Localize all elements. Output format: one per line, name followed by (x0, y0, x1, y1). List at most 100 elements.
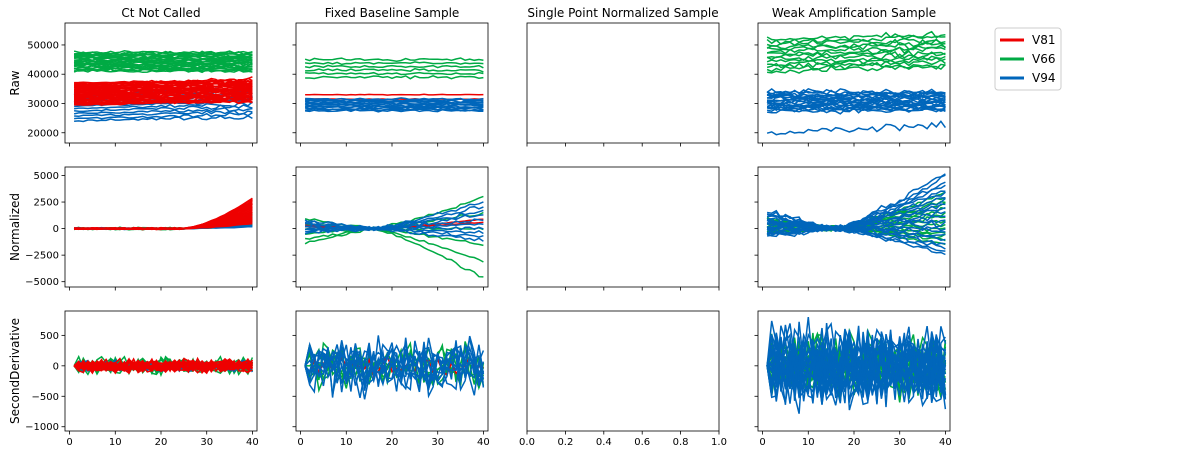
series-line-v81 (74, 96, 253, 104)
y-tick-label: 0 (53, 361, 59, 372)
series-line-v66 (766, 37, 946, 47)
series-line-v94 (766, 331, 946, 400)
x-tick-label: 30 (431, 437, 444, 448)
series-line-v66 (304, 57, 484, 63)
x-tick-label: 40 (246, 437, 259, 448)
y-tick-label: 5000 (34, 171, 59, 182)
legend-label-v94: V94 (1032, 71, 1055, 85)
series-line-v81 (73, 358, 254, 375)
x-tick-label: 0.2 (557, 437, 573, 448)
panel-r2-c2-frame (526, 310, 720, 432)
y-tick-label: 20000 (27, 128, 59, 139)
y-tick-label: 30000 (27, 99, 59, 110)
x-tick-label: 1.0 (711, 437, 727, 448)
y-tick-label: −1000 (25, 422, 59, 433)
series-line-v66 (305, 228, 484, 263)
series-line-v81 (74, 76, 253, 84)
x-tick-label: 0.6 (634, 437, 650, 448)
series-line-v66 (767, 46, 946, 56)
legend-box (994, 27, 1062, 91)
series-line-v94 (767, 97, 946, 104)
series-line-v94 (304, 345, 485, 396)
x-tick-label: 0 (297, 437, 303, 448)
row-label: Normalized (8, 193, 22, 261)
series-line-v94 (304, 335, 485, 399)
series-line-v94 (766, 103, 946, 111)
series-line-v66 (304, 228, 484, 278)
series-line-v66 (74, 52, 253, 57)
series-line-v66 (305, 71, 484, 76)
series-line-v94 (304, 201, 484, 232)
series-line-v94 (73, 107, 253, 115)
series-line-v94 (766, 174, 946, 231)
series-line-v94 (304, 335, 485, 396)
series-line-v94 (766, 173, 946, 230)
x-tick-label: 20 (386, 437, 399, 448)
series-line-v94 (304, 102, 484, 107)
series-line-v81 (73, 357, 253, 372)
y-tick-label: −5000 (25, 277, 59, 288)
column-title: Weak Amplification Sample (772, 6, 936, 20)
series-line-v66 (766, 44, 946, 55)
x-tick-label: 10 (340, 437, 353, 448)
series-line-v66 (305, 61, 484, 66)
series-line-v94 (304, 341, 485, 400)
panel-r2-c0-lines (73, 354, 254, 378)
y-tick-label: 500 (40, 331, 59, 342)
panel-r0-c2-frame (526, 22, 720, 144)
series-line-v66 (73, 50, 253, 55)
series-line-v66 (304, 64, 484, 69)
series-line-v94 (304, 342, 484, 390)
x-tick-label: 30 (893, 437, 906, 448)
x-tick-label: 10 (109, 437, 122, 448)
series-line-v66 (766, 58, 946, 69)
series-line-v94 (74, 101, 253, 110)
y-tick-label: −500 (32, 392, 59, 403)
x-tick-label: 10 (802, 437, 815, 448)
panel-r1-c3-lines (766, 173, 946, 256)
series-line-v94 (766, 100, 946, 107)
series-line-v66 (305, 67, 484, 73)
x-tick-label: 0 (759, 437, 765, 448)
series-line-v66 (766, 38, 946, 50)
series-line-v94 (766, 334, 947, 406)
y-tick-label: 0 (53, 224, 59, 235)
x-tick-label: 30 (200, 437, 213, 448)
series-line-v94 (767, 197, 946, 231)
series-line-v94 (305, 101, 484, 106)
column-title: Single Point Normalized Sample (527, 6, 718, 20)
y-tick-label: 50000 (27, 40, 59, 51)
series-line-v66 (73, 62, 253, 67)
series-line-v94 (305, 97, 484, 101)
series-line-v94 (766, 87, 946, 96)
panel-r0-c3-lines (766, 30, 947, 136)
panel-r2-c1-lines (304, 335, 485, 400)
series-line-v94 (766, 90, 946, 98)
series-line-v66 (305, 74, 484, 80)
series-line-v94 (74, 111, 253, 120)
series-line-v66 (767, 63, 946, 74)
panel-r1-c1-lines (304, 195, 484, 278)
series-line-v94 (304, 100, 484, 105)
series-line-v94 (766, 220, 946, 232)
series-line-v94 (766, 326, 947, 405)
panel-r1-c0-lines (73, 197, 253, 231)
x-tick-label: 0 (66, 437, 72, 448)
panel-r0-c0-lines (73, 50, 253, 123)
series-line-v66 (74, 63, 253, 69)
series-line-v94 (766, 120, 947, 136)
series-line-v66 (766, 51, 946, 62)
x-tick-label: 20 (155, 437, 168, 448)
x-tick-label: 0.8 (673, 437, 689, 448)
x-tick-label: 0.4 (596, 437, 612, 448)
series-line-v81 (305, 93, 484, 96)
panel-r1-c2-frame (526, 166, 720, 288)
column-title: Ct Not Called (121, 6, 200, 20)
row-label: SecondDerivative (8, 318, 22, 424)
y-tick-label: 2500 (34, 198, 59, 209)
series-line-v94 (305, 106, 484, 111)
x-tick-label: 0.0 (519, 437, 535, 448)
panel-r2-c3-lines (766, 317, 947, 414)
panel-r0-c1-lines (304, 57, 484, 113)
